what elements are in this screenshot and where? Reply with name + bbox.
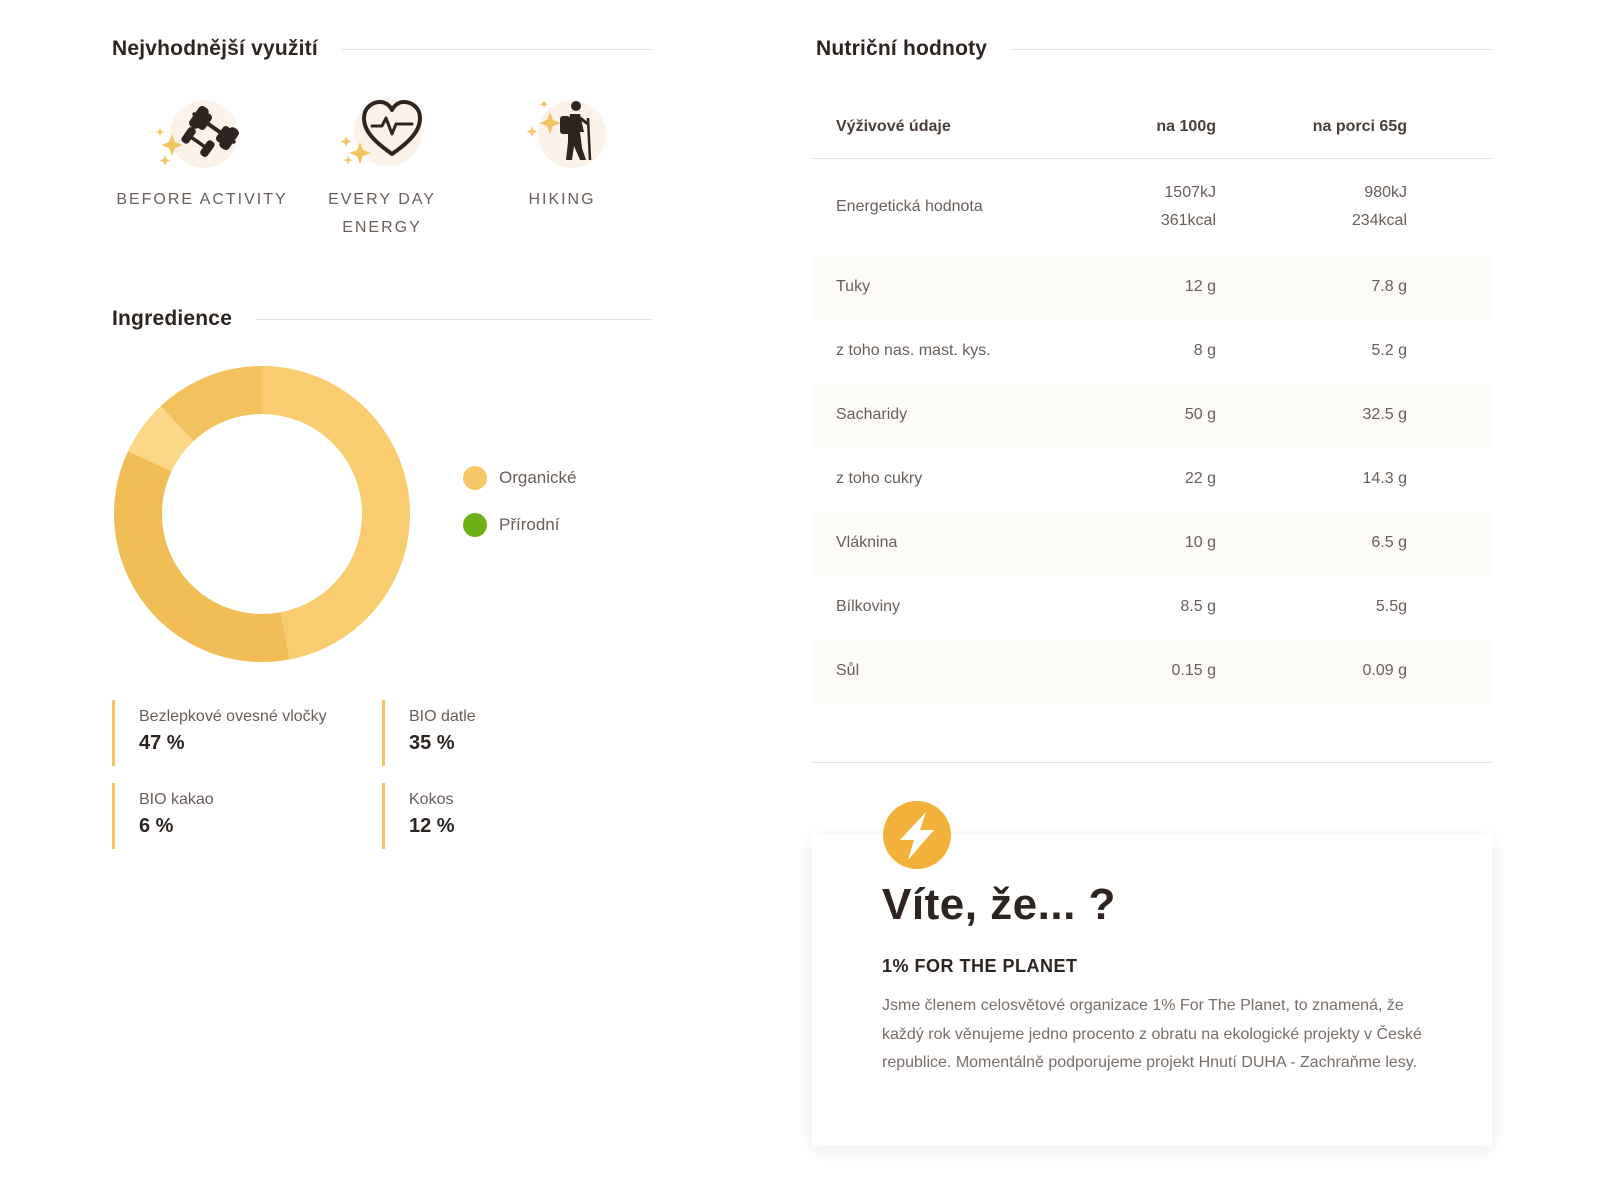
nutrition-table: Výživové údaje na 100g na porci 65g Ener… [812,95,1492,703]
column-header: na 100g [1156,117,1216,135]
donut-svg [113,366,410,662]
ingredients-section-header: Ingredience [112,304,652,334]
cell-value: 22 g [1184,470,1216,487]
row-label: Sacharidy [836,406,908,423]
donut-slice-2 [128,406,194,472]
chart-legend: Organické Přírodní [463,466,576,560]
usage-list: BEFORE ACTIVITY EVERY DAY ENERGY [112,92,652,242]
usage-item-before-activity: BEFORE ACTIVITY [112,92,292,214]
table-row: Vláknina 10 g 6.5 g [812,511,1492,575]
cell-value: 10 g [1184,534,1216,551]
divider [341,48,652,50]
table-row: Tuky 12 g 7.8 g [812,255,1492,319]
did-you-know-card [812,834,1492,1146]
ingredient-percent: 47 % [139,732,185,754]
row-label: Vláknina [836,534,898,551]
cell-value: 980kJ 234kcal [1216,179,1407,235]
cell-value: 14.3 g [1362,470,1407,487]
ingredients-title: Ingredience [112,307,233,330]
hiker-icon [472,92,652,174]
table-row: Energetická hodnota 1507kJ 361kcal 980kJ… [812,159,1492,255]
cell-value: 8.5 g [1180,598,1216,615]
card-title: Víte, že... ? [882,880,1116,929]
cell-value: 5.5g [1375,598,1407,615]
legend-label: Přírodní [499,515,560,534]
cell-value: 1507kJ 361kcal [1147,179,1216,235]
ingredient-stat: BIO kakao 6 % [112,783,214,849]
cell-value: 0.15 g [1171,662,1216,679]
cell-value: 12 g [1184,278,1216,295]
legend-item-organic: Organické [463,466,576,490]
ingredient-name: BIO datle [409,708,476,725]
legend-dot [463,466,487,490]
cell-value: 6.5 g [1371,534,1407,551]
cell-kj: 1507kJ [1164,184,1216,201]
cell-value: 32.5 g [1362,406,1407,423]
cell-value: 50 g [1184,406,1216,423]
row-label: Sůl [836,662,860,679]
divider [1011,48,1492,50]
cell-kj: 980kJ [1364,184,1407,201]
cell-kcal: 234kcal [1351,212,1407,229]
ingredient-percent: 6 % [139,815,174,837]
lightning-bolt-icon [882,800,952,870]
ingredient-name: BIO kakao [139,791,214,808]
card-subtitle: 1% FOR THE PLANET [882,956,1078,976]
cell-kcal: 361kcal [1160,212,1216,229]
ingredient-stat: Kokos 12 % [382,783,455,849]
ingredient-percent: 12 % [409,815,455,837]
donut-slice-0 [262,366,410,660]
usage-label: EVERY DAY ENERGY [292,186,472,242]
usage-item-hiking: HIKING [472,92,652,214]
cell-value: 8 g [1193,342,1216,359]
divider [256,318,652,320]
usage-label-line: ENERGY [342,219,422,236]
donut-slice-1 [113,450,290,662]
column-header: Výživové údaje [836,117,951,135]
table-row: Sůl 0.15 g 0.09 g [812,639,1492,703]
table-row: z toho cukry 22 g 14.3 g [812,447,1492,511]
usage-label: HIKING [528,191,596,208]
divider [812,762,1492,763]
nutrition-title: Nutriční hodnoty [816,37,988,60]
usage-title: Nejvhodnější využití [112,37,318,60]
heart-pulse-icon [292,92,472,174]
usage-section-header: Nejvhodnější využití [112,34,652,64]
usage-item-every-day-energy: EVERY DAY ENERGY [292,92,472,242]
dumbbell-icon [112,92,292,174]
ingredient-percent: 35 % [409,732,455,754]
ingredients-donut-chart [112,364,412,664]
donut-slice-3 [160,366,262,442]
table-row: Bílkoviny 8.5 g 5.5g [812,575,1492,639]
ingredient-name: Kokos [409,791,454,808]
legend-dot [463,513,487,537]
ingredient-stat: BIO datle 35 % [382,700,476,766]
row-label: Tuky [836,278,871,295]
usage-label: BEFORE ACTIVITY [116,191,288,208]
nutrition-section-header: Nutriční hodnoty [816,34,1492,64]
legend-item-natural: Přírodní [463,513,576,537]
usage-label-line: EVERY DAY [328,191,436,208]
legend-label: Organické [499,468,577,487]
cell-value: 7.8 g [1371,278,1407,295]
card-text: Jsme členem celosvětové organizace 1% Fo… [882,997,1422,1071]
row-label: z toho nas. mast. kys. [836,342,991,359]
table-header-row: Výživové údaje na 100g na porci 65g [812,95,1492,159]
table-row: Sacharidy 50 g 32.5 g [812,383,1492,447]
cell-value: 0.09 g [1362,662,1407,679]
row-label: Energetická hodnota [836,198,983,215]
row-label: Bílkoviny [836,598,901,615]
ingredient-stat: Bezlepkové ovesné vločky 47 % [112,700,327,766]
column-header: na porci 65g [1312,117,1407,135]
table-row: z toho nas. mast. kys. 8 g 5.2 g [812,319,1492,383]
row-label: z toho cukry [836,470,923,487]
cell-value: 5.2 g [1371,342,1407,359]
ingredient-name: Bezlepkové ovesné vločky [139,708,327,725]
